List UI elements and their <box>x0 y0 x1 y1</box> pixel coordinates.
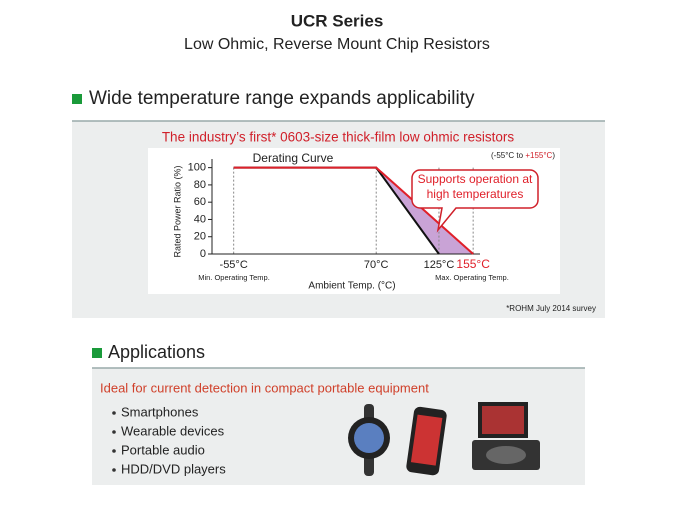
bullet <box>72 94 82 104</box>
y-tick-label: 0 <box>200 248 206 260</box>
x-tick-label: 125°C <box>424 259 455 271</box>
min-note: Min. Operating Temp. <box>198 273 270 282</box>
item-bullet <box>112 449 116 453</box>
item: HDD/DVD players <box>121 461 226 476</box>
y-label: Rated Power Ratio (%) <box>172 165 182 257</box>
watch-face <box>354 423 384 453</box>
item: Wearable devices <box>121 423 225 438</box>
player-screen <box>482 406 524 434</box>
callout-text: high temperatures <box>427 187 524 201</box>
range-part: (-55°C to <box>491 151 525 160</box>
subtitle: Low Ohmic, Reverse Mount Chip Resistors <box>184 36 490 53</box>
y-tick-label: 40 <box>194 213 206 225</box>
item: Smartphones <box>121 404 199 419</box>
x-tick-label: 155°C <box>456 257 490 271</box>
item-list: Smartphones Wearable devices Portable audi… <box>112 404 226 476</box>
range-part: ) <box>552 151 555 160</box>
item: Portable audio <box>121 442 205 457</box>
y-tick-label: 20 <box>194 231 206 243</box>
range-part: +155°C <box>525 151 552 160</box>
item-bullet <box>112 411 116 415</box>
footnote: *ROHM July 2014 survey <box>506 304 596 313</box>
bullet <box>92 348 102 358</box>
device-images <box>348 402 540 476</box>
x-tick-label: -55°C <box>220 259 248 271</box>
chart: 0 20 40 60 80 100 -55°C 70°C 125°C 155°C Derating … <box>172 151 539 292</box>
panel-title: The industry’s first* 0603-size thick-fi… <box>162 130 515 145</box>
y-tick-label: 100 <box>188 162 206 174</box>
max-note: Max. Operating Temp. <box>435 273 509 282</box>
player-disc <box>486 446 526 464</box>
y-tick-label: 80 <box>194 179 206 191</box>
callout-box <box>411 169 539 233</box>
section-heading: Applications <box>108 342 205 362</box>
x-label: Ambient Temp. (°C) <box>308 281 395 292</box>
range-note: (-55°C to +155°C) <box>491 151 555 160</box>
title: UCR Series <box>291 11 384 30</box>
section-heading: Wide temperature range expands applicabi… <box>89 88 475 109</box>
item-bullet <box>112 468 116 472</box>
phone-screen <box>410 414 443 466</box>
y-tick-label: 60 <box>194 196 206 208</box>
box-title: Ideal for current detection in compact p… <box>100 380 429 395</box>
callout-text: Supports operation at <box>418 172 533 186</box>
item-bullet <box>112 430 116 434</box>
x-tick-label: 70°C <box>364 259 389 271</box>
annotation: Derating Curve <box>253 151 334 165</box>
